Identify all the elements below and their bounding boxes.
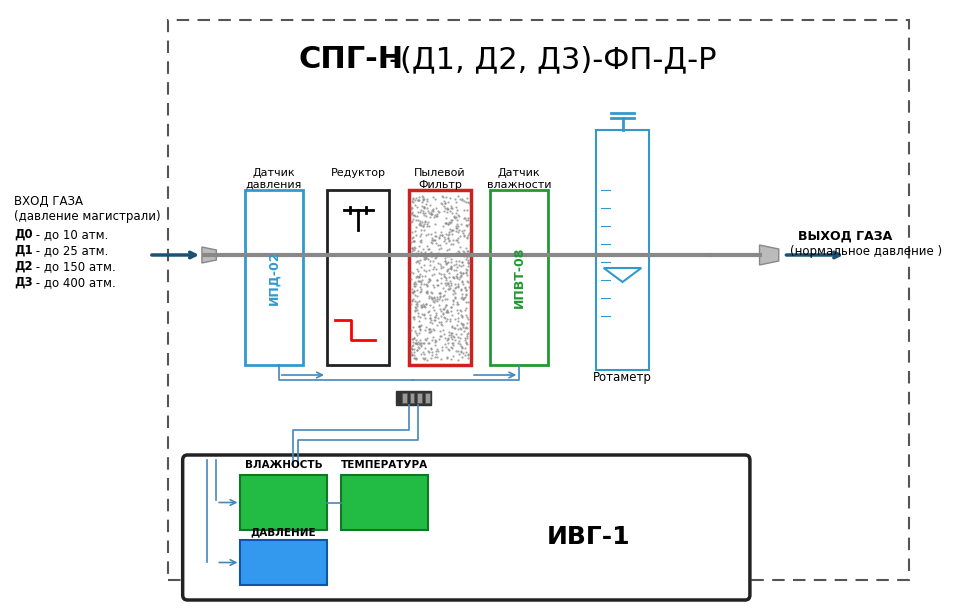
Bar <box>489 190 547 365</box>
Bar <box>401 393 406 403</box>
Bar <box>245 190 302 365</box>
Text: Пылевой: Пылевой <box>414 168 465 178</box>
Bar <box>409 393 414 403</box>
Bar <box>395 391 430 405</box>
FancyBboxPatch shape <box>168 20 908 580</box>
Bar <box>424 393 429 403</box>
Text: - до 150 атм.: - до 150 атм. <box>32 260 115 273</box>
Text: ТЕМПЕРАТУРА: ТЕМПЕРАТУРА <box>341 460 427 470</box>
Text: Д2: Д2 <box>15 260 33 273</box>
Text: Датчик: Датчик <box>253 168 295 178</box>
FancyBboxPatch shape <box>182 455 749 600</box>
Bar <box>417 393 422 403</box>
Text: ВХОД ГАЗА: ВХОД ГАЗА <box>15 195 83 208</box>
Bar <box>327 190 389 365</box>
Text: СПГ-Н: СПГ-Н <box>297 45 403 74</box>
Text: - до 400 атм.: - до 400 атм. <box>32 276 115 289</box>
Text: ВЫХОД ГАЗА: ВЫХОД ГАЗА <box>797 230 891 243</box>
Text: -(Д1, Д2, Д3)-ФП-Д-Р: -(Д1, Д2, Д3)-ФП-Д-Р <box>389 45 716 74</box>
Text: ВЛАЖНОСТЬ: ВЛАЖНОСТЬ <box>244 460 322 470</box>
Text: Ротаметр: Ротаметр <box>592 371 651 384</box>
Bar <box>341 475 427 530</box>
Polygon shape <box>202 247 216 263</box>
Text: ИПВТ-08: ИПВТ-08 <box>513 247 525 308</box>
Text: Д0: Д0 <box>15 228 33 241</box>
Text: - до 10 атм.: - до 10 атм. <box>32 228 108 241</box>
Text: Датчик: Датчик <box>497 168 540 178</box>
Text: ИВГ-1: ИВГ-1 <box>547 525 630 550</box>
Bar <box>596 130 648 370</box>
Bar <box>240 540 327 585</box>
Text: влажности: влажности <box>486 180 550 190</box>
Text: давления: давления <box>245 180 302 190</box>
Polygon shape <box>759 245 778 265</box>
Text: (нормальное давление ): (нормальное давление ) <box>790 245 942 258</box>
Text: Д1: Д1 <box>15 244 33 257</box>
Text: ДАВЛЕНИЕ: ДАВЛЕНИЕ <box>251 527 316 537</box>
Text: Фильтр: Фильтр <box>418 180 461 190</box>
Text: Редуктор: Редуктор <box>330 168 386 178</box>
Bar <box>408 190 471 365</box>
Text: (давление магистрали): (давление магистрали) <box>15 210 161 223</box>
Text: ИПД-02: ИПД-02 <box>267 250 280 305</box>
Text: - до 25 атм.: - до 25 атм. <box>32 244 108 257</box>
Bar <box>240 475 327 530</box>
Text: Д3: Д3 <box>15 276 33 289</box>
